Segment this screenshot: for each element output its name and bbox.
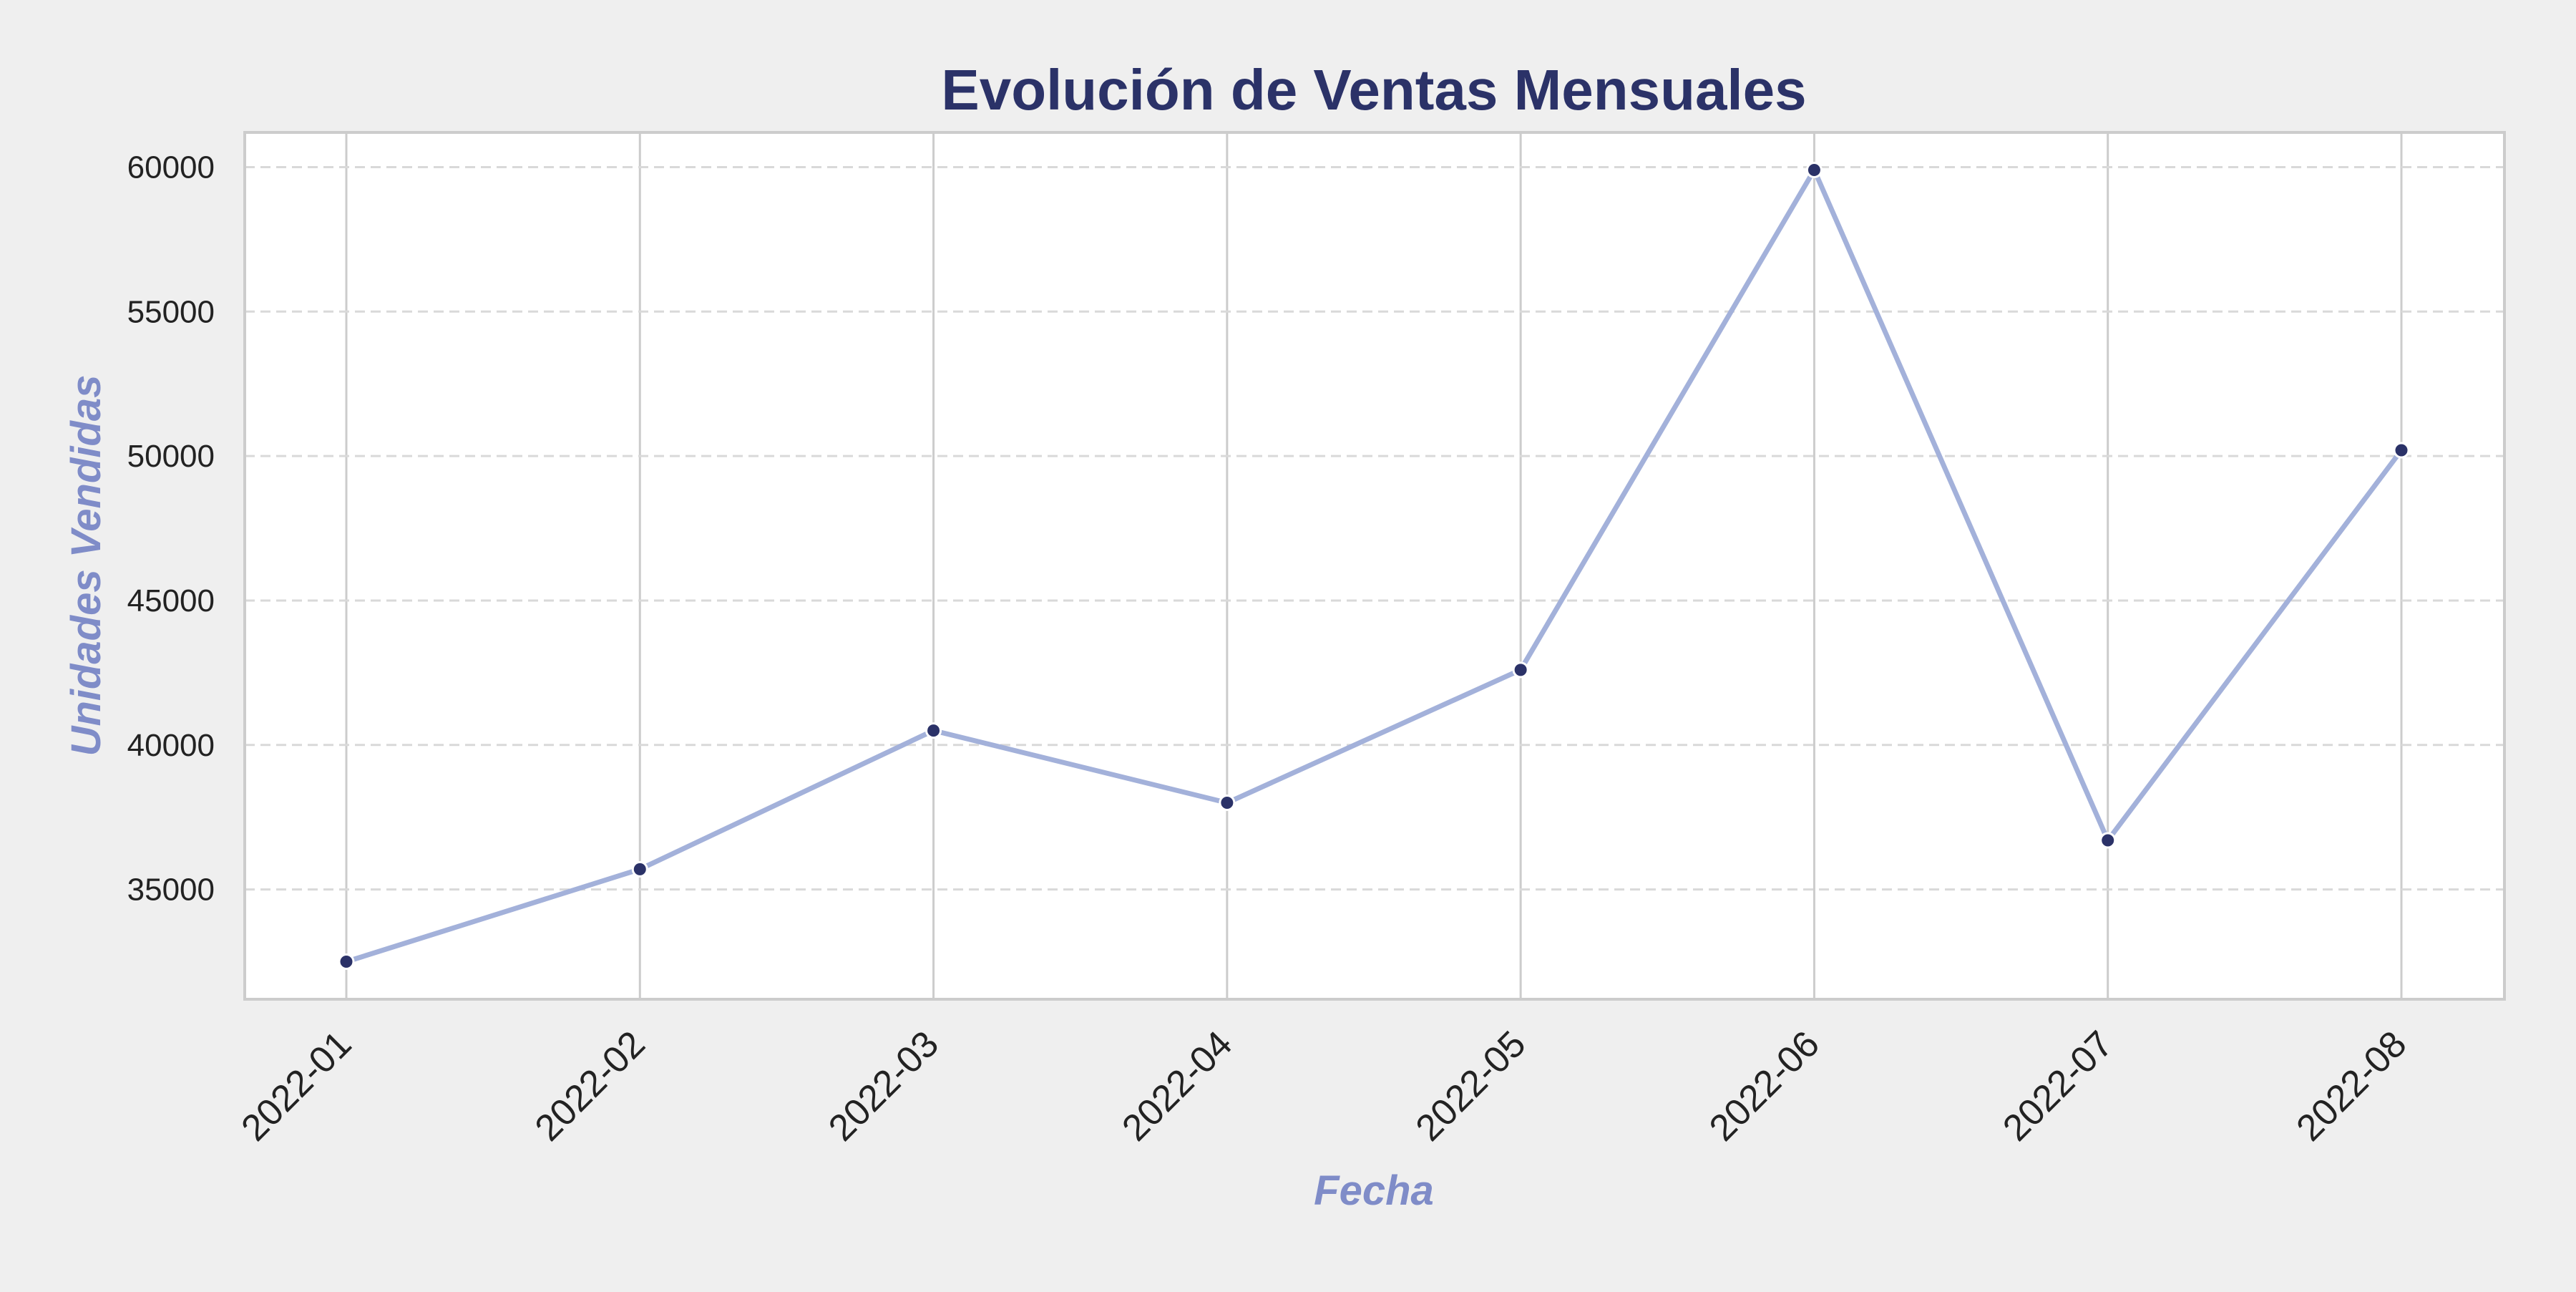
plot-frame (243, 131, 2506, 1001)
grid-lines (245, 132, 2504, 999)
data-point (2099, 832, 2117, 849)
data-point (1219, 795, 1236, 812)
y-tick-label: 45000 (127, 583, 215, 618)
x-axis-label: Fecha (1314, 1167, 1434, 1214)
y-tick-label: 50000 (127, 439, 215, 474)
data-point (631, 860, 648, 878)
data-point (2393, 442, 2410, 459)
chart-title: Evolución de Ventas Mensuales (941, 58, 1806, 122)
y-tick-label: 35000 (127, 873, 215, 908)
y-tick-label: 40000 (127, 728, 215, 763)
y-tick-labels: 35000 40000 45000 50000 55000 60000 (127, 150, 215, 907)
data-point (1805, 161, 1823, 178)
series-layer (338, 161, 2410, 971)
plot-area (245, 132, 2504, 999)
data-point (925, 722, 942, 739)
series-line (343, 167, 2404, 965)
y-tick-label: 60000 (127, 150, 215, 185)
data-point (1512, 661, 1529, 679)
y-tick-label: 55000 (127, 294, 215, 329)
y-axis-label: Unidades Vendidas (63, 375, 109, 757)
data-point (338, 953, 355, 971)
